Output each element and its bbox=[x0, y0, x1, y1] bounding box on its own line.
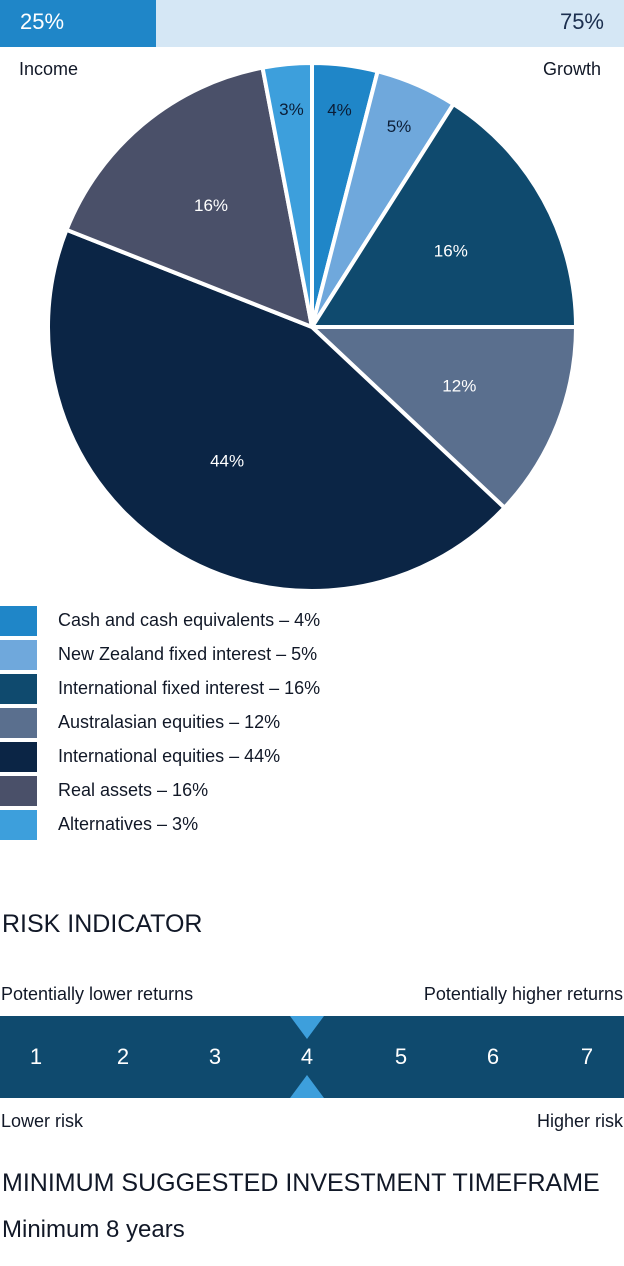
legend-swatch bbox=[0, 776, 37, 806]
legend-item: Cash and cash equivalents – 4% bbox=[0, 606, 600, 640]
risk-scale: 1 2 3 4 5 6 7 bbox=[0, 1016, 624, 1098]
pie-slice-6 bbox=[64, 65, 314, 329]
pie-slice-label-6: 16% bbox=[194, 196, 228, 215]
income-growth-split-bar: 25% 75% bbox=[0, 0, 624, 47]
income-label: Income bbox=[19, 59, 79, 79]
pie-slice-label-4: 12% bbox=[442, 376, 476, 395]
risk-level-1: 1 bbox=[29, 1044, 43, 1069]
risk-level-6: 6 bbox=[486, 1044, 500, 1069]
legend-label: International fixed interest – 16% bbox=[58, 678, 321, 698]
lower-returns-label: Potentially lower returns bbox=[1, 984, 194, 1004]
legend-label: Alternatives – 3% bbox=[58, 814, 199, 834]
risk-level-7: 7 bbox=[580, 1044, 594, 1069]
pie-slice-4 bbox=[310, 325, 578, 510]
legend-label: New Zealand fixed interest – 5% bbox=[58, 644, 318, 664]
asset-allocation-pie-chart: 4% 5% 16% 12% 44% 16% 3% bbox=[46, 61, 578, 593]
pie-legend: Cash and cash equivalents – 4% New Zealan… bbox=[0, 606, 600, 844]
legend-swatch bbox=[0, 640, 37, 670]
legend-item: Real assets – 16% bbox=[0, 776, 600, 810]
legend-swatch bbox=[0, 606, 37, 636]
legend-swatch bbox=[0, 708, 37, 738]
income-percent: 25% bbox=[20, 9, 65, 34]
pie-slice-5 bbox=[46, 227, 507, 593]
legend-label: International equities – 44% bbox=[58, 746, 281, 766]
risk-level-2: 2 bbox=[116, 1044, 130, 1069]
legend-swatch bbox=[0, 742, 37, 772]
legend-item: International equities – 44% bbox=[0, 742, 600, 776]
risk-indicator-title: RISK INDICATOR bbox=[2, 910, 203, 938]
higher-risk-label: Higher risk bbox=[536, 1111, 623, 1131]
timeframe-title: MINIMUM SUGGESTED INVESTMENT TIMEFRAME bbox=[2, 1169, 600, 1197]
legend-label: Cash and cash equivalents – 4% bbox=[58, 610, 321, 630]
higher-returns-label: Potentially higher returns bbox=[423, 984, 623, 1004]
risk-level-5: 5 bbox=[394, 1044, 408, 1069]
legend-item: International fixed interest – 16% bbox=[0, 674, 600, 708]
legend-swatch bbox=[0, 810, 37, 840]
risk-marker-bottom-icon bbox=[290, 1075, 324, 1098]
legend-label: Australasian equities – 12% bbox=[58, 712, 281, 732]
income-share-fill bbox=[0, 0, 156, 47]
risk-level-4: 4 bbox=[300, 1044, 314, 1069]
risk-marker-top-icon bbox=[290, 1016, 324, 1039]
growth-percent: 75% bbox=[559, 9, 604, 34]
legend-swatch bbox=[0, 674, 37, 704]
pie-slice-label-5: 44% bbox=[210, 452, 244, 471]
legend-item: Alternatives – 3% bbox=[0, 810, 600, 844]
pie-slice-label-3: 16% bbox=[434, 242, 468, 261]
pie-slice-7 bbox=[260, 61, 314, 329]
pie-slice-3 bbox=[310, 102, 578, 329]
pie-slice-label-1: 4% bbox=[327, 101, 352, 120]
legend-item: New Zealand fixed interest – 5% bbox=[0, 640, 600, 674]
pie-slice-label-2: 5% bbox=[387, 117, 412, 136]
risk-level-3: 3 bbox=[208, 1044, 222, 1069]
growth-label: Growth bbox=[542, 59, 601, 79]
lower-risk-label: Lower risk bbox=[1, 1111, 84, 1131]
legend-label: Real assets – 16% bbox=[58, 780, 209, 800]
pie-slice-label-7: 3% bbox=[279, 100, 304, 119]
timeframe-value: Minimum 8 years bbox=[2, 1216, 185, 1243]
legend-item: Australasian equities – 12% bbox=[0, 708, 600, 742]
